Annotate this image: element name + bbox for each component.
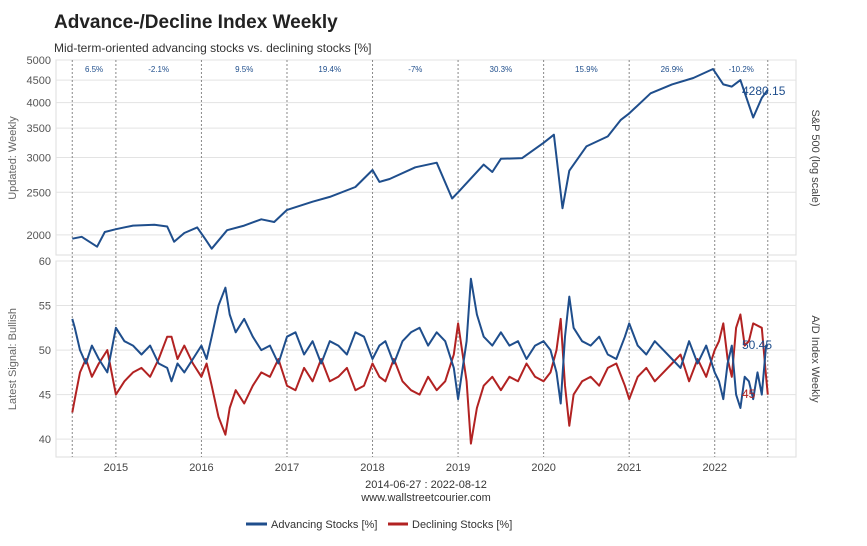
top-y-tick-label: 2500: [27, 187, 51, 199]
yearly-return-label: -7%: [408, 65, 422, 74]
top-y-tick-label: 3000: [27, 153, 51, 165]
top-y-tick-label: 3500: [27, 123, 51, 135]
bottom-y-tick-label: 60: [39, 256, 51, 268]
chart-subtitle: Mid-term-oriented advancing stocks vs. d…: [54, 41, 372, 55]
advancing-end-label: 50.45: [742, 338, 772, 352]
x-tick-label: 2018: [360, 462, 384, 474]
x-tick-label: 2015: [104, 462, 128, 474]
source-url: www.wallstreetcourier.com: [360, 492, 491, 504]
bottom-right-axis-label: A/D Index Weekly: [809, 315, 821, 403]
top-y-tick-label: 4500: [27, 75, 51, 87]
spx-last-value: 4280.15: [742, 84, 786, 98]
bottom-panel-frame: [55, 260, 797, 458]
x-tick-label: 2020: [531, 462, 555, 474]
bottom-y-tick-label: 50: [39, 345, 51, 357]
yearly-return-label: -10.2%: [729, 65, 754, 74]
declining-end-label: 45: [742, 387, 756, 401]
top-y-tick-label: 5000: [27, 55, 51, 67]
bottom-left-label: Latest Signal: Bullish: [7, 308, 19, 410]
x-tick-label: 2021: [617, 462, 641, 474]
yearly-return-label: 26.9%: [661, 65, 684, 74]
advancing-line: [71, 277, 769, 409]
bottom-y-tick-label: 45: [39, 390, 51, 402]
legend: Advancing Stocks [%] Declining Stocks [%…: [246, 519, 512, 531]
yearly-return-label: -2.1%: [148, 65, 169, 74]
top-y-tick-label: 4000: [27, 98, 51, 110]
spx-line: [72, 68, 769, 250]
bottom-y-tick-label: 40: [39, 434, 51, 446]
legend-advancing-label: Advancing Stocks [%]: [271, 519, 377, 531]
yearly-return-label: 19.4%: [318, 65, 341, 74]
yearly-return-label: 15.9%: [575, 65, 598, 74]
yearly-return-label: 9.5%: [235, 65, 253, 74]
declining-line: [71, 313, 769, 445]
x-tick-label: 2022: [702, 462, 726, 474]
x-tick-label: 2016: [189, 462, 213, 474]
x-tick-label: 2017: [275, 462, 299, 474]
x-tick-label: 2019: [446, 462, 470, 474]
top-right-axis-label: S&P 500 (log scale): [809, 109, 821, 206]
top-left-label: Updated: Weekly: [7, 116, 19, 200]
bottom-y-tick-label: 55: [39, 301, 51, 313]
date-range: 2014-06-27 : 2022-08-12: [365, 479, 487, 491]
chart-title: Advance-/Decline Index Weekly: [54, 12, 338, 33]
legend-declining-label: Declining Stocks [%]: [412, 519, 512, 531]
yearly-return-label: 30.3%: [490, 65, 513, 74]
top-y-tick-label: 2000: [27, 230, 51, 242]
yearly-return-label: 6.5%: [85, 65, 103, 74]
